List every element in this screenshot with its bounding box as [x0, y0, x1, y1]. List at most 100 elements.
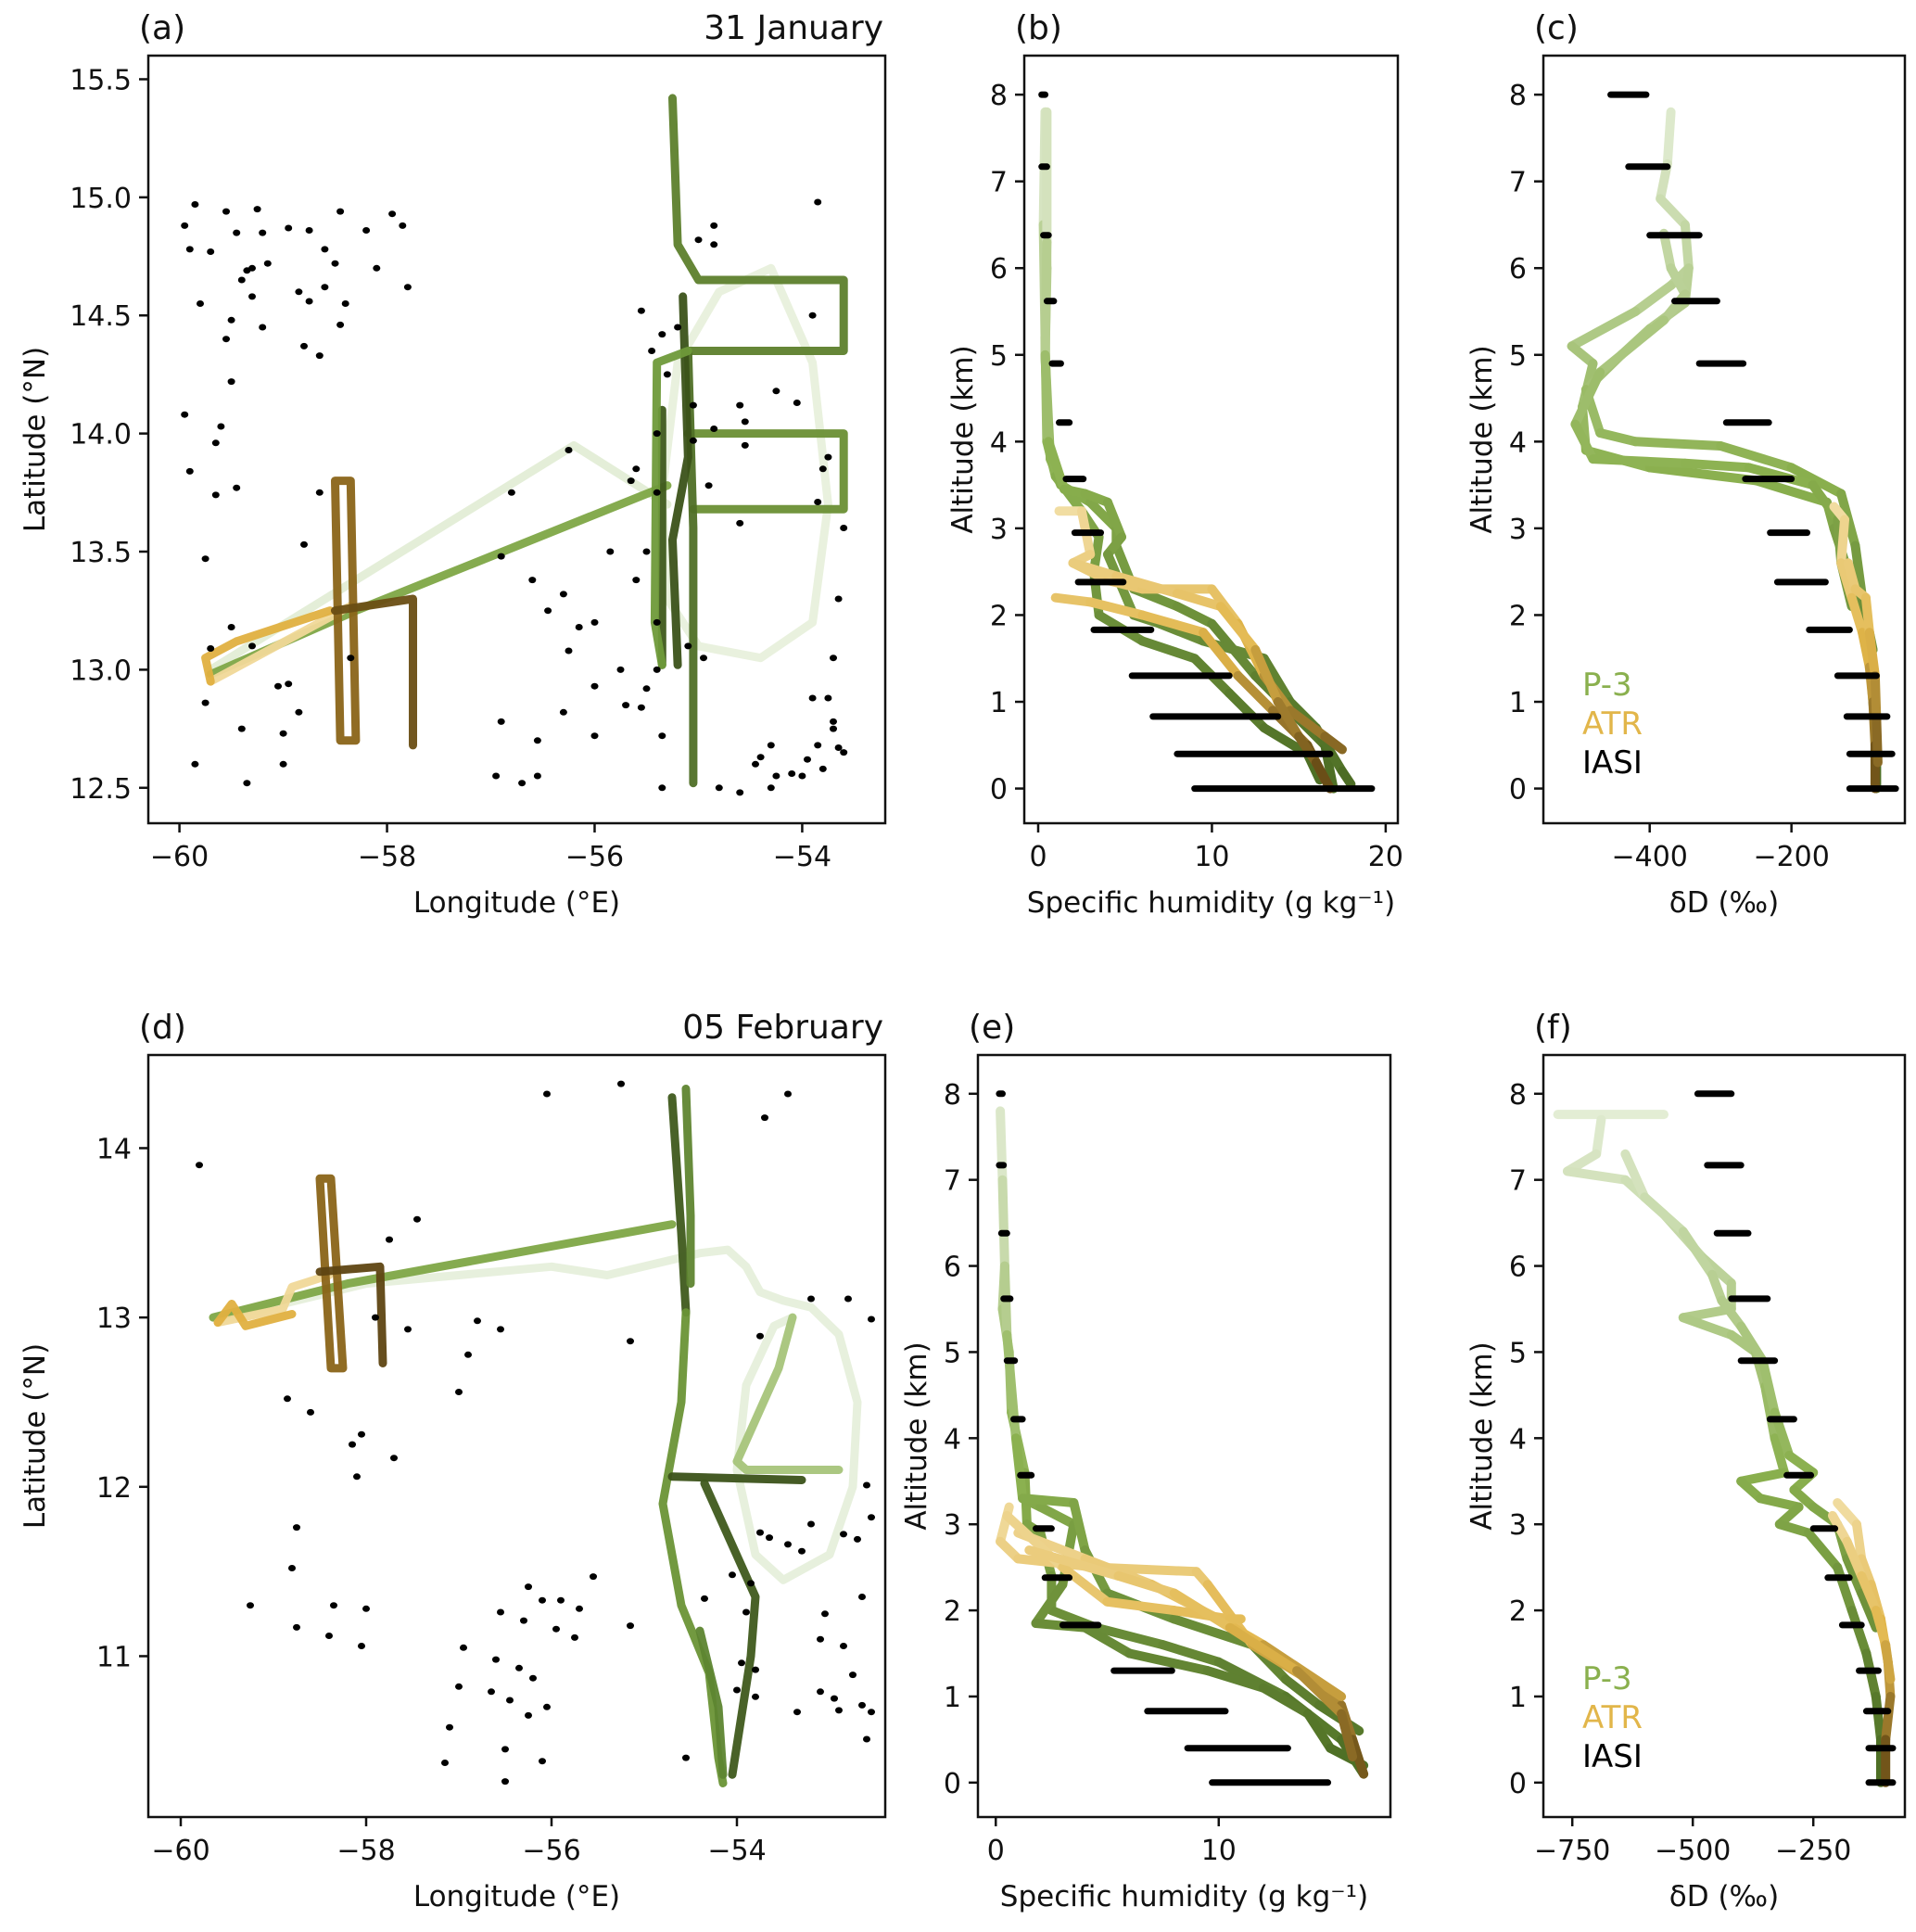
plot-area — [1553, 1090, 1897, 1787]
iasi-point — [741, 418, 749, 426]
y-tick-label: 11 — [96, 1641, 132, 1673]
p3-profile-segment — [1846, 1606, 1872, 1659]
flight-track — [315, 1174, 348, 1373]
iasi-point — [227, 378, 235, 386]
iasi-point — [233, 229, 241, 236]
iasi-point — [284, 1395, 291, 1403]
p3-profile-segment — [1259, 723, 1313, 759]
y-tick-label: 3 — [1509, 1509, 1527, 1542]
iasi-point — [807, 1295, 815, 1303]
flight-track — [206, 602, 355, 686]
y-tick-label: 0 — [944, 1768, 961, 1800]
y-tick-label: 6 — [1509, 253, 1527, 286]
panel-a: −60 −58 −56 −54 12.5 13.0 13.5 14.0 14.5 15.0 15.5… — [19, 9, 887, 920]
iasi-point — [501, 1746, 509, 1753]
p3-profile-segment — [1035, 1502, 1079, 1530]
iasi-point — [515, 1664, 523, 1671]
p3-profile-segment — [1736, 1321, 1768, 1366]
x-axis-title: Specific humidity (g kg⁻¹) — [1000, 1880, 1368, 1913]
atr-profile-segment — [1137, 610, 1209, 638]
p3-profile-segment — [1680, 220, 1694, 273]
y-axis-title: Altitude (km) — [1466, 345, 1499, 533]
flight-track — [668, 94, 848, 355]
iasi-point — [565, 447, 573, 453]
iasi-point — [818, 765, 827, 772]
p3-profile-segment — [1631, 437, 1726, 451]
flight-track — [695, 1626, 728, 1779]
iasi-point — [576, 1605, 583, 1612]
iasi-point — [520, 1617, 527, 1624]
iasi-point — [248, 642, 256, 650]
y-tick-label: 2 — [990, 600, 1008, 632]
flight-track — [681, 1085, 695, 1289]
axes-frame — [1022, 54, 1400, 825]
x-tick-label: −60 — [150, 841, 209, 873]
y-tick-label: 12.5 — [70, 773, 132, 806]
atr-profile-segment — [1294, 731, 1321, 768]
axes-frame — [976, 1053, 1392, 1819]
iasi-point — [181, 411, 189, 418]
iasi-point — [525, 1711, 532, 1719]
atr-profile-segment — [1224, 1622, 1301, 1676]
iasi-point — [488, 1688, 495, 1696]
panel-label: (f) — [1534, 1009, 1572, 1047]
atr-profile-segment — [1169, 1588, 1235, 1633]
panel-c: −400 −200 0 1 2 3 4 5 6 7 8 δD (‰) Altitude (km) (c) P… — [1466, 9, 1907, 920]
iasi-point — [642, 548, 651, 555]
x-axis-title: Longitude (°E) — [413, 886, 620, 920]
iasi-point — [858, 1701, 866, 1709]
iasi-point — [804, 756, 811, 763]
y-tick-label: 8 — [944, 1079, 961, 1112]
p3-profile-segment — [1031, 1580, 1068, 1628]
p3-profile-segment — [1808, 480, 1843, 525]
y-tick-label: 5 — [1509, 1337, 1527, 1369]
y-tick-label: 0 — [1509, 1768, 1527, 1800]
panel-d: −60 −58 −56 −54 11 12 13 14 Longitude (°E) Latitu… — [19, 1009, 887, 1913]
iasi-point — [285, 680, 293, 688]
iasi-point — [807, 1520, 815, 1528]
flight-track — [213, 1271, 334, 1328]
atr-profile-segment — [1111, 571, 1182, 599]
p3-profile-segment — [1567, 307, 1641, 351]
atr-profile-segment — [1828, 1510, 1852, 1546]
iasi-point — [632, 465, 641, 473]
iasi-point — [830, 718, 837, 725]
x-tick-label: 10 — [1201, 1835, 1237, 1867]
iasi-point — [492, 772, 501, 780]
atr-profile-segment — [1215, 602, 1261, 655]
atr-profile-segment — [1050, 592, 1096, 607]
y-tick-label: 15.0 — [70, 183, 132, 215]
iasi-point — [741, 441, 749, 449]
iasi-point — [622, 702, 630, 709]
iasi-point — [557, 1596, 565, 1604]
p3-profile-segment — [1736, 1468, 1789, 1486]
iasi-point — [772, 772, 780, 780]
iasi-point — [373, 264, 381, 272]
atr-profile-segment — [1836, 515, 1849, 568]
p3-profile-segment — [1595, 428, 1641, 447]
panel-e: 0 10 0 1 2 3 4 5 6 7 8 Specific humidity (g kg⁻¹) Al… — [900, 1009, 1392, 1913]
y-tick-label: 8 — [1509, 80, 1527, 112]
iasi-point — [733, 1686, 741, 1694]
p3-profile-segment — [1716, 441, 1796, 473]
y-tick-label: 1 — [944, 1682, 961, 1714]
iasi-point — [404, 1326, 412, 1333]
iasi-point — [710, 241, 718, 248]
x-tick-label: 0 — [1029, 841, 1047, 873]
atr-profile-segment — [1881, 1692, 1896, 1745]
iasi-point — [293, 1524, 300, 1532]
iasi-point — [474, 1317, 481, 1325]
iasi-point — [817, 1635, 824, 1643]
iasi-point — [752, 1666, 759, 1673]
iasi-point — [747, 1580, 755, 1587]
iasi-point — [817, 1688, 824, 1696]
x-tick-label: 0 — [987, 1835, 1005, 1867]
iasi-point — [868, 1709, 875, 1716]
flight-track — [201, 606, 335, 686]
iasi-point — [821, 1610, 829, 1618]
iasi-point — [543, 1703, 551, 1710]
atr-profile-segment — [1852, 1519, 1867, 1564]
atr-profile-segment — [1320, 731, 1347, 755]
iasi-point — [653, 618, 661, 626]
y-tick-label: 15.5 — [70, 64, 132, 96]
